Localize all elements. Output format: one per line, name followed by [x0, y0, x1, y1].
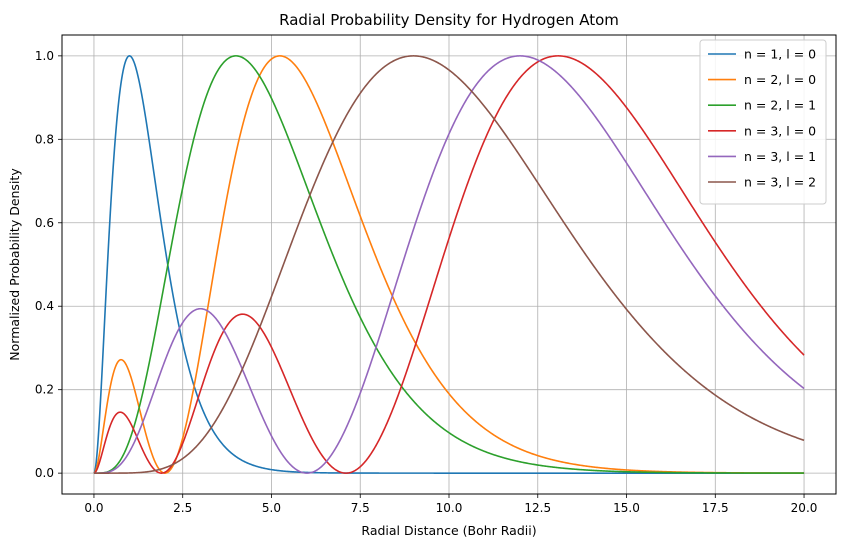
x-tick-label: 12.5 — [524, 501, 551, 515]
legend-label: n = 2, l = 0 — [744, 72, 816, 87]
chart-title: Radial Probability Density for Hydrogen … — [279, 11, 619, 29]
legend-label: n = 3, l = 2 — [744, 175, 816, 190]
y-tick-label: 0.4 — [35, 299, 54, 313]
y-tick-label: 1.0 — [35, 49, 54, 63]
y-tick-label: 0.8 — [35, 132, 54, 146]
series-line-5 — [93, 55, 805, 474]
x-tick-label: 20.0 — [791, 501, 818, 515]
y-tick-label: 0.2 — [35, 383, 54, 397]
x-tick-label: 10.0 — [436, 501, 463, 515]
x-tick-label: 15.0 — [613, 501, 640, 515]
x-tick-label: 17.5 — [702, 501, 729, 515]
legend: n = 1, l = 0 n = 2, l = 0 n = 2, l = 1 n = … — [699, 39, 827, 205]
x-tick-label: 7.5 — [351, 501, 370, 515]
series-line-3 — [93, 55, 805, 474]
x-axis-title: Radial Distance (Bohr Radii) — [361, 523, 536, 538]
series-line-4 — [93, 55, 805, 474]
y-tick-label: 0.0 — [35, 466, 54, 480]
legend-label: n = 1, l = 0 — [744, 47, 816, 62]
x-tick-label: 2.5 — [173, 501, 192, 515]
x-tick-label: 0.0 — [84, 501, 103, 515]
axis-ticks: 0.0 2.5 5.0 7.5 10.0 12.5 15.0 17.5 20.0 0.0 0.2 0.… — [35, 49, 817, 515]
legend-box — [699, 39, 827, 205]
y-axis-title: Normalized Probability Density — [7, 168, 22, 361]
legend-label: n = 3, l = 1 — [744, 149, 816, 164]
y-tick-label: 0.6 — [35, 216, 54, 230]
x-tick-label: 5.0 — [262, 501, 281, 515]
series-line-6 — [93, 55, 805, 474]
legend-label: n = 3, l = 0 — [744, 123, 816, 138]
data-series — [93, 55, 805, 474]
legend-label: n = 2, l = 1 — [744, 98, 816, 113]
